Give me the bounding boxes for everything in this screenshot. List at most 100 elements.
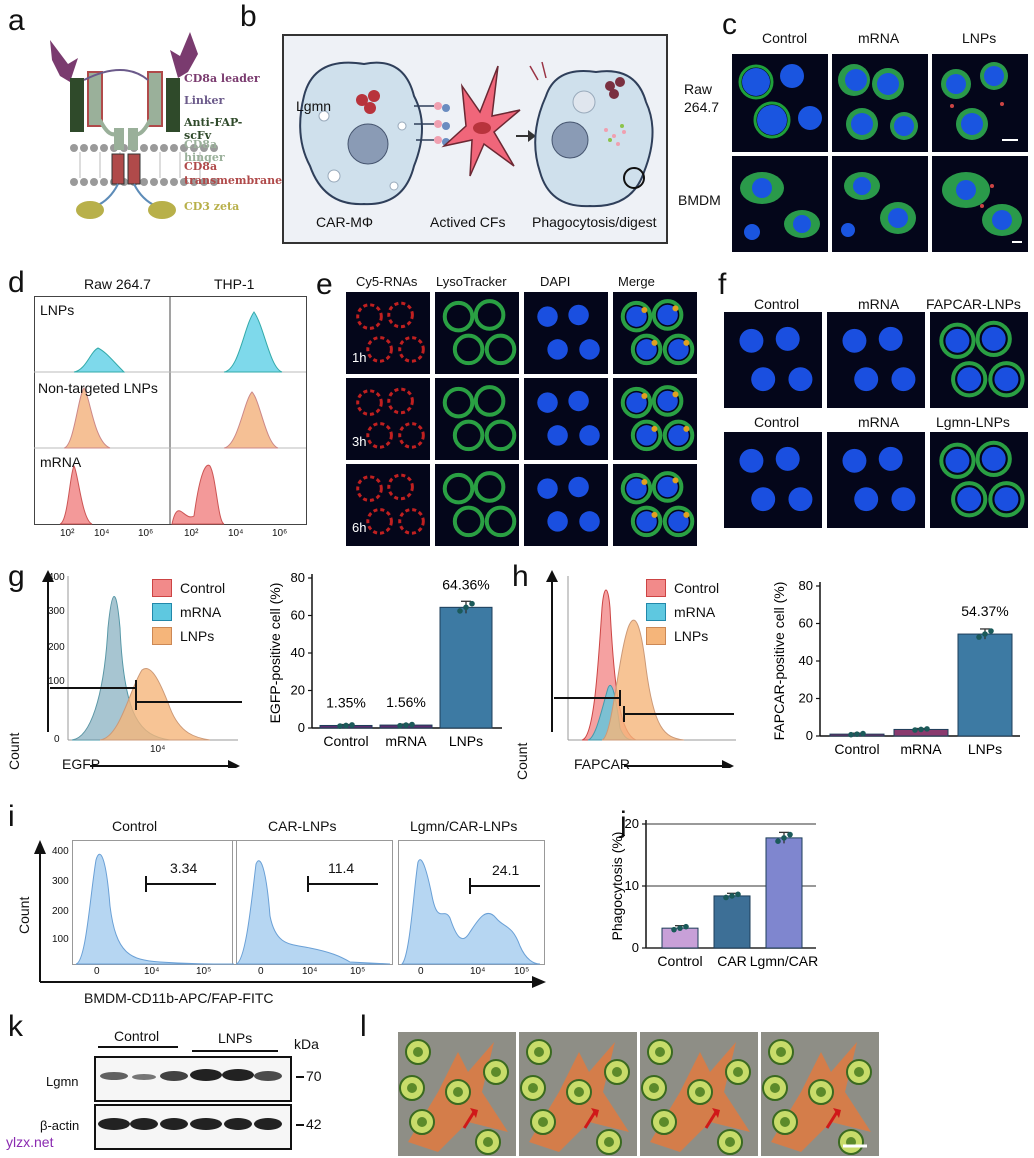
c-img-raw-lnps bbox=[932, 54, 1028, 152]
y-tick-label: 20 bbox=[291, 683, 305, 698]
i-xtick-4b: 10⁴ bbox=[302, 966, 318, 977]
data-point bbox=[683, 923, 689, 930]
e-col-merge: Merge bbox=[618, 274, 655, 289]
panel-label-a: a bbox=[8, 4, 25, 37]
c-img-bmdm-mrna bbox=[832, 156, 928, 252]
panel-label-h: h bbox=[512, 560, 529, 593]
h-legend-control: Control bbox=[674, 580, 720, 596]
data-point bbox=[729, 893, 735, 899]
i-xtick-0c: 0 bbox=[418, 966, 424, 977]
e-img-r1-c4 bbox=[613, 292, 697, 374]
e-img-r1-c2 bbox=[435, 292, 519, 374]
panel-label-i: i bbox=[8, 800, 15, 833]
e-row-6h: 6h bbox=[352, 520, 367, 535]
e-col-cy5: Cy5-RNAs bbox=[356, 274, 418, 289]
data-point bbox=[671, 926, 677, 933]
h-legend-mrna: mRNA bbox=[674, 604, 716, 620]
g-legend-control: Control bbox=[180, 580, 226, 596]
x-tick-label: Control bbox=[834, 741, 879, 757]
y-tick-label: 20 bbox=[625, 816, 639, 831]
i-xtick-4: 10⁴ bbox=[144, 966, 160, 977]
h-bar-chart: 0 20 40 60 80 Control mRNA LNPs 54.37% FAPCAR-pos… bbox=[771, 578, 1020, 757]
bar-car bbox=[713, 895, 751, 949]
panel-label-j: j bbox=[620, 806, 627, 839]
l-img-1 bbox=[398, 1032, 516, 1156]
f-row2-control: Control bbox=[754, 414, 800, 430]
data-point bbox=[677, 925, 683, 931]
data-point bbox=[397, 722, 403, 729]
y-axis-label: Phagocytosis (%) bbox=[609, 832, 625, 941]
g-ytick-400: 400 bbox=[48, 572, 65, 583]
label-car-macrophage: CAR-MΦ bbox=[316, 214, 374, 230]
c-col-mrna: mRNA bbox=[858, 30, 900, 46]
y-tick-label: 10 bbox=[625, 878, 639, 893]
i-title-control: Control bbox=[112, 818, 158, 834]
k-underline-control bbox=[98, 1046, 178, 1048]
d-tick-3: 10⁶ bbox=[138, 528, 154, 539]
legend-transmembrane: CD8a transmembrane bbox=[184, 160, 283, 187]
i-title-car: CAR-LNPs bbox=[268, 818, 337, 834]
y-tick-label: 40 bbox=[799, 653, 813, 668]
e-col-dapi: DAPI bbox=[540, 274, 571, 289]
i-xtick-5c: 10⁵ bbox=[514, 966, 530, 977]
f-img-r2-c3 bbox=[930, 432, 1028, 528]
d-tick-1: 10² bbox=[60, 528, 75, 539]
y-tick-label: 60 bbox=[291, 608, 305, 623]
e-row-1h: 1h bbox=[352, 350, 367, 365]
c-img-bmdm-control bbox=[732, 156, 828, 252]
legend-cd8a-leader: CD8a leader bbox=[184, 72, 260, 85]
i-gate-control: 3.34 bbox=[170, 860, 198, 876]
x-tick-label: CAR bbox=[717, 953, 747, 969]
k-blot bbox=[94, 1056, 292, 1150]
panel-label-k: k bbox=[8, 1010, 23, 1043]
bar-lgmn-car bbox=[765, 837, 803, 949]
data-label: 54.37% bbox=[961, 603, 1008, 619]
i-xtick-0b: 0 bbox=[258, 966, 264, 977]
e-img-r2-c4 bbox=[613, 378, 697, 460]
l-img-4 bbox=[761, 1032, 879, 1156]
y-tick-label: 60 bbox=[799, 616, 813, 631]
f-img-r2-c1 bbox=[724, 432, 822, 528]
y-tick-label: 0 bbox=[298, 720, 305, 735]
g-legend: Control mRNA LNPs bbox=[152, 576, 225, 648]
f-row1-mrna: mRNA bbox=[858, 296, 900, 312]
bar-lnps bbox=[957, 633, 1013, 737]
x-tick-label: LNPs bbox=[968, 741, 1002, 757]
e-img-r2-c1 bbox=[346, 378, 430, 460]
data-point bbox=[918, 726, 924, 733]
data-point bbox=[349, 722, 355, 728]
f-img-r1-c3 bbox=[930, 312, 1028, 408]
l-img-2 bbox=[519, 1032, 637, 1156]
i-xlabel: BMDM-CD11b-APC/FAP-FITC bbox=[84, 990, 274, 1006]
g-legend-swatch-control bbox=[152, 579, 172, 597]
j-bar-chart: 0 10 20 Control CAR Lgmn/CAR Phagocytosis (%) bbox=[609, 816, 818, 969]
legend-hinger: CD8a hinger bbox=[184, 138, 225, 164]
h-histogram bbox=[546, 570, 736, 768]
data-point bbox=[735, 891, 741, 898]
y-axis-label: EGFP-positive cell (%) bbox=[267, 583, 283, 724]
legend-scfv: Anti-FAP-scFv bbox=[184, 116, 243, 142]
f-row1-control: Control bbox=[754, 296, 800, 312]
data-point bbox=[775, 838, 781, 844]
c-img-bmdm-lnps bbox=[932, 156, 1028, 252]
panel-label-e: e bbox=[316, 268, 333, 301]
g-ytick-300: 300 bbox=[48, 606, 65, 617]
f-img-r1-c2 bbox=[827, 312, 925, 408]
panel-label-c: c bbox=[722, 8, 737, 41]
g-ylabel: Count bbox=[6, 732, 22, 770]
l-img-3 bbox=[640, 1032, 758, 1156]
data-point bbox=[337, 723, 343, 729]
legend-linker: Linker bbox=[184, 94, 225, 107]
i-ytick-400: 400 bbox=[52, 846, 69, 857]
i-ytick-300: 300 bbox=[52, 876, 69, 887]
f-img-r1-c1 bbox=[724, 312, 822, 408]
i-gate-car: 11.4 bbox=[328, 860, 355, 876]
c-col-control: Control bbox=[762, 30, 808, 46]
data-point bbox=[403, 722, 409, 728]
watermark: ylzx.net bbox=[6, 1134, 54, 1150]
panel-b: Lgmn CAR-MΦ Actived CFs Phagocytosis/dig… bbox=[282, 34, 668, 244]
c-row-bmdm: BMDM bbox=[678, 192, 721, 208]
y-axis-label: FAPCAR-positive cell (%) bbox=[771, 582, 787, 741]
data-label: 64.36% bbox=[442, 576, 489, 592]
panel-label-b: b bbox=[240, 0, 257, 33]
